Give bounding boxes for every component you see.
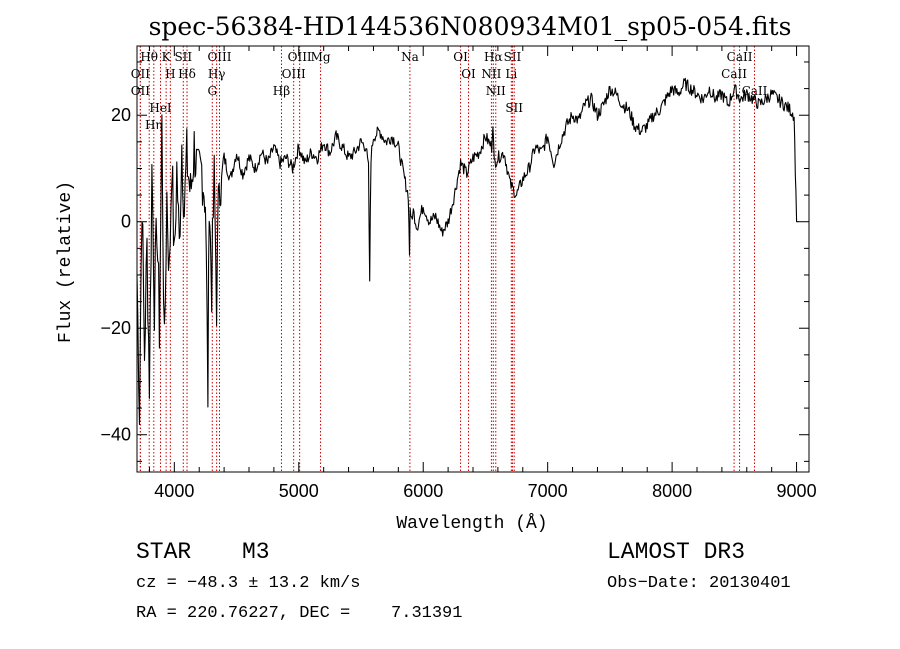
x-tick-label: 6000 bbox=[403, 481, 443, 501]
line-marker-label: CaII bbox=[721, 67, 747, 81]
x-tick-label: 7000 bbox=[528, 481, 568, 501]
line-marker-label: OI bbox=[461, 67, 476, 81]
line-marker-label: Hβ bbox=[273, 84, 290, 98]
object-subclass: M3 bbox=[242, 539, 270, 565]
x-tick-label: 8000 bbox=[652, 481, 692, 501]
line-marker-label: NII bbox=[486, 84, 506, 98]
plot-frame bbox=[136, 45, 810, 473]
redshift-velocity: cz = −48.3 ± 13.2 km/s bbox=[136, 574, 361, 593]
x-axis-label: Wavelength (Å) bbox=[396, 513, 547, 534]
line-marker-label: SII bbox=[174, 50, 192, 64]
line-marker-label: H bbox=[165, 67, 175, 81]
line-marker-label: OIII bbox=[282, 67, 306, 81]
spectrum-series bbox=[136, 77, 799, 426]
object-type: STAR bbox=[136, 539, 192, 565]
line-marker-label: Hγ bbox=[208, 67, 226, 81]
line-marker-label: K bbox=[162, 50, 172, 64]
x-tick-label: 5000 bbox=[279, 481, 319, 501]
axes: 4000 5000 6000 7000 8000 9000 −40 −20 0 20 bbox=[100, 45, 817, 501]
flux-line bbox=[136, 77, 799, 426]
line-marker-label: Hδ bbox=[178, 67, 196, 81]
observation-date: Obs−Date: 20130401 bbox=[607, 574, 791, 593]
line-marker-label: G bbox=[207, 84, 217, 98]
line-marker-label: Li bbox=[505, 67, 517, 81]
y-tick-label: −20 bbox=[100, 318, 131, 338]
line-marker-label: HeI bbox=[149, 101, 172, 115]
chart-title: spec-56384-HD144536N080934M01_sp05-054.f… bbox=[149, 12, 792, 41]
line-marker-label: OI bbox=[453, 50, 468, 64]
line-marker-label: NII bbox=[481, 67, 501, 81]
line-marker-label: Mg bbox=[311, 50, 331, 64]
line-marker-label: OIII bbox=[207, 50, 231, 64]
line-marker-label: SII bbox=[505, 101, 523, 115]
line-marker-label: Hθ bbox=[140, 50, 158, 64]
line-marker-label: Hα bbox=[484, 50, 503, 64]
sky-coordinates: RA = 220.76227, DEC = 7.31391 bbox=[136, 604, 463, 623]
line-marker-label: Na bbox=[401, 50, 419, 64]
spectrum-chart: spec-56384-HD144536N080934M01_sp05-054.f… bbox=[56, 12, 817, 534]
line-marker-label: OII bbox=[131, 84, 151, 98]
y-tick-label: 0 bbox=[121, 212, 131, 232]
line-marker-label: SII bbox=[504, 50, 522, 64]
line-marker-label: Hη bbox=[145, 118, 163, 132]
line-marker-label: OIII bbox=[288, 50, 312, 64]
line-marker-label: CaII bbox=[727, 50, 753, 64]
x-tick-label: 9000 bbox=[777, 481, 817, 501]
y-axis-label: Flux (relative) bbox=[56, 181, 76, 343]
survey-name: LAMOST DR3 bbox=[607, 539, 746, 565]
y-tick-label: 20 bbox=[111, 105, 131, 125]
x-tick-label: 4000 bbox=[154, 481, 194, 501]
y-tick-label: −40 bbox=[100, 425, 131, 445]
